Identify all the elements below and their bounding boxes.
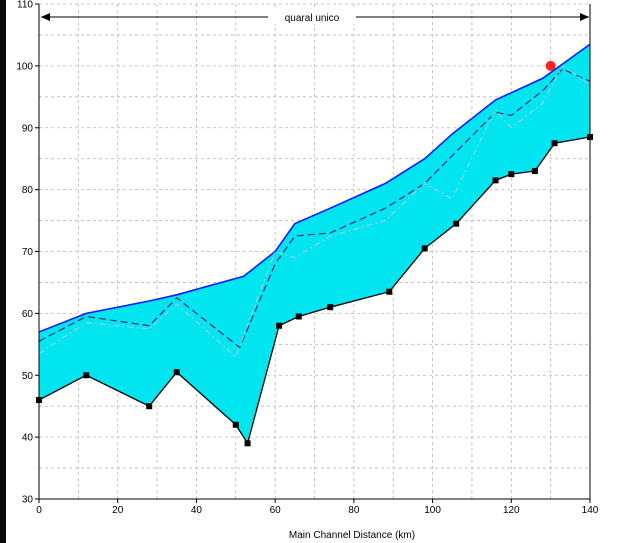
y-tick-label: 50 [22,371,34,382]
bed-point [232,421,239,428]
bed-point [295,313,302,320]
bed-point [453,220,460,227]
y-tick-label: 40 [22,433,34,444]
bed-point [551,140,558,147]
y-tick-label: 80 [22,185,34,196]
series-line-dashed-navy [38,68,591,349]
water-fill [39,44,590,444]
grid [38,3,591,500]
bed-point [244,440,251,447]
x-tick-label: 0 [36,505,42,516]
y-tick-label: 30 [22,495,34,506]
series-line-top [38,43,591,333]
profile-chart: 0 20 40 60 80 100 120 140 30 40 50 60 70 80 90 100 110 q… [16,0,598,541]
x-tick-label: 20 [112,505,124,516]
bed-point [508,171,515,178]
x-tick-label: 80 [348,505,360,516]
series-line-dashdot-light [38,65,591,358]
x-tick-label: 140 [582,505,599,516]
bed-point [492,177,499,184]
y-tick-label: 70 [22,247,34,258]
bed-point [327,304,334,311]
axes: 0 20 40 60 80 100 120 140 30 40 50 60 70 80 90 100 110 [16,0,598,516]
reach-label: quaral unico [285,13,340,24]
x-tick-label: 60 [270,505,282,516]
x-tick-label: 120 [503,505,520,516]
y-tick-label: 100 [16,61,33,72]
bed-point [386,288,393,295]
bed-point [146,403,153,410]
x-tick-label: 100 [424,505,441,516]
reach-label-bg [268,10,356,24]
chart-container: 0 20 40 60 80 100 120 140 30 40 50 60 70 80 90 100 110 q… [6,0,623,543]
reach-arrow-right-icon [580,13,589,21]
bed-point [421,245,428,252]
y-tick-label: 60 [22,309,34,320]
reach-arrow-left-icon [41,13,50,21]
y-tick-label: 90 [22,123,34,134]
x-axis-title: Main Channel Distance (km) [289,530,415,541]
x-tick-label: 40 [191,505,203,516]
reach-indicator: quaral unico [41,10,589,24]
bed-point [531,168,538,175]
bed-point [276,322,283,329]
bed-point [173,369,180,376]
water-fill-area [39,44,590,444]
marker-point [545,60,556,71]
bed-point [83,372,90,379]
y-tick-label: 110 [17,0,33,11]
